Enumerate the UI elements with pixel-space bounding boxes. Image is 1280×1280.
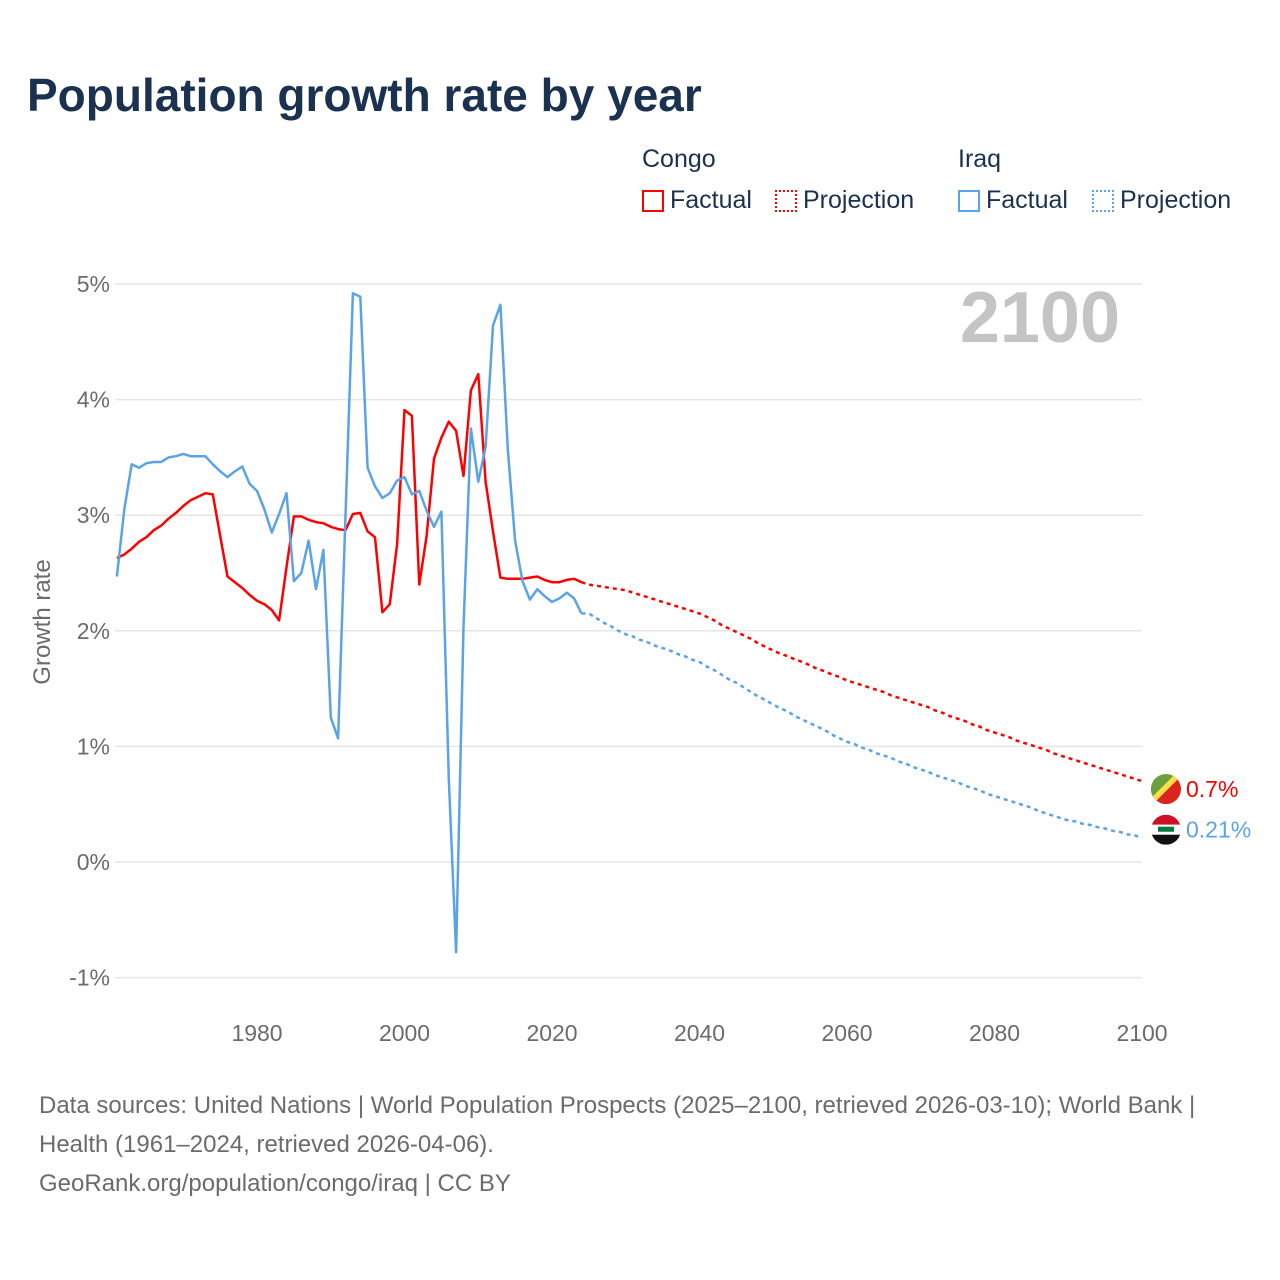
chart-title: Population growth rate by year	[27, 69, 702, 121]
legend-group-iraq: Iraq	[958, 145, 1002, 173]
congo-end-label: 0.7%	[1186, 776, 1238, 802]
y-tick-label: 4%	[77, 387, 110, 413]
data-sources: Data sources: United Nations | World Pop…	[39, 1092, 1196, 1158]
y-tick-label: 3%	[77, 502, 110, 528]
iraq-projection-line	[581, 612, 1143, 839]
congo-factual-line	[116, 372, 583, 622]
y-tick-label: 5%	[77, 271, 110, 297]
congo-projection-line	[581, 581, 1143, 783]
x-tick-label: 2000	[379, 1020, 430, 1046]
legend-swatch-dotted	[775, 189, 797, 212]
iraq-end-label: 0.21%	[1186, 817, 1251, 843]
legend-label: Factual	[986, 186, 1068, 214]
iraq-flag-icon	[1151, 814, 1181, 845]
y-tick-label: 2%	[77, 618, 110, 644]
legend-swatch-solid	[958, 189, 980, 212]
x-tick-label: 2020	[526, 1020, 577, 1046]
legend-congo-projection[interactable]: Projection	[775, 186, 914, 215]
legend-iraq-projection[interactable]: Projection	[1092, 186, 1231, 215]
x-tick-label: 2100	[1116, 1020, 1167, 1046]
year-watermark: 2100	[960, 278, 1120, 358]
legend-label: Projection	[803, 186, 915, 214]
x-tick-label: 1980	[231, 1020, 282, 1046]
legend-swatch-dotted	[1092, 189, 1114, 212]
legend-congo-factual[interactable]: Factual	[642, 186, 752, 215]
x-tick-label: 2060	[821, 1020, 872, 1046]
legend-swatch-solid	[642, 189, 664, 212]
congo-flag-icon	[1151, 774, 1181, 805]
line-chart: 2100 Growth rate 5% 4% 3% 2% 1% 0% -1% 1980 2000…	[29, 271, 1251, 1046]
credit-link[interactable]: GeoRank.org/population/congo/iraq | CC B…	[39, 1170, 511, 1197]
footer: Data sources: United Nations | World Pop…	[39, 1086, 1239, 1203]
y-tick-label: 1%	[77, 733, 110, 759]
x-tick-label: 2040	[674, 1020, 725, 1046]
iraq-factual-line	[115, 291, 583, 954]
legend-label: Projection	[1120, 186, 1232, 214]
y-axis-label: Growth rate	[29, 559, 56, 684]
y-tick-label: 0%	[77, 849, 110, 875]
legend-iraq-factual[interactable]: Factual	[958, 186, 1068, 215]
legend-group-congo: Congo	[642, 145, 716, 173]
x-tick-label: 2080	[969, 1020, 1020, 1046]
legend-label: Factual	[670, 186, 752, 214]
y-tick-label: -1%	[69, 965, 110, 991]
